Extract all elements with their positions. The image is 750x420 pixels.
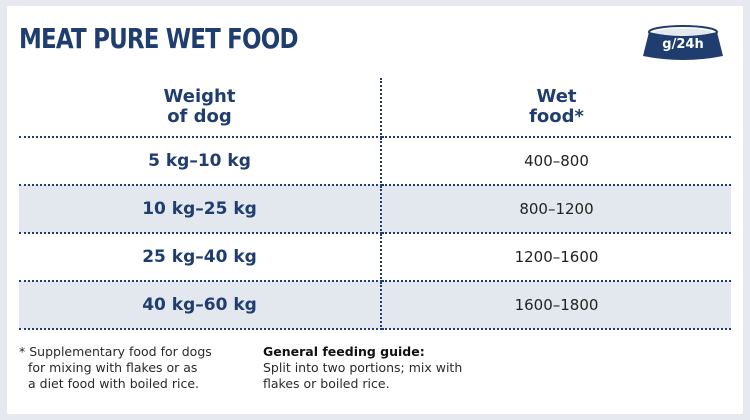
food-bowl-icon: g/24h: [641, 22, 725, 62]
feeding-table: Weight of dog Wet food* 5 kg–10 kg 400–8…: [19, 78, 731, 330]
table-row: 5 kg–10 kg 400–800: [19, 137, 731, 186]
food-cell: 1600–1800: [381, 281, 731, 330]
feeding-card: MEAT PURE WET FOOD g/24h Weight of dog W…: [7, 6, 743, 414]
table-row: 25 kg–40 kg 1200–1600: [19, 233, 731, 282]
header-weight-line-1: Weight: [163, 86, 236, 107]
footnote: * Supplementary food for dogs for mixing…: [19, 344, 239, 392]
page-title: MEAT PURE WET FOOD: [19, 22, 299, 55]
table-header-row: Weight of dog Wet food*: [19, 78, 731, 138]
header-weight: Weight of dog: [19, 78, 382, 138]
feeding-guide-line-1: Split into two portions; mix with: [263, 360, 463, 375]
weight-cell: 40 kg–60 kg: [19, 281, 382, 330]
food-cell: 800–1200: [381, 185, 731, 234]
unit-badge: g/24h: [662, 37, 704, 52]
footnote-line-1: * Supplementary food for dogs: [19, 344, 212, 359]
weight-cell: 25 kg–40 kg: [19, 233, 382, 282]
header-food-line-1: Wet: [536, 86, 577, 107]
feeding-guide: General feeding guide: Split into two po…: [263, 344, 503, 392]
food-cell: 400–800: [381, 137, 731, 186]
table-row: 10 kg–25 kg 800–1200: [19, 185, 731, 234]
header-food: Wet food*: [381, 78, 731, 138]
header-weight-line-2: of dog: [167, 106, 232, 127]
footnote-line-2: for mixing with flakes or as: [28, 360, 198, 375]
feeding-guide-line-2: flakes or boiled rice.: [263, 376, 390, 391]
table-row: 40 kg–60 kg 1600–1800: [19, 281, 731, 330]
feeding-guide-title: General feeding guide:: [263, 344, 425, 359]
weight-cell: 10 kg–25 kg: [19, 185, 382, 234]
footnote-line-3: a diet food with boiled rice.: [28, 376, 199, 391]
weight-cell: 5 kg–10 kg: [19, 137, 382, 186]
food-cell: 1200–1600: [381, 233, 731, 282]
header-food-line-2: food*: [529, 106, 584, 127]
